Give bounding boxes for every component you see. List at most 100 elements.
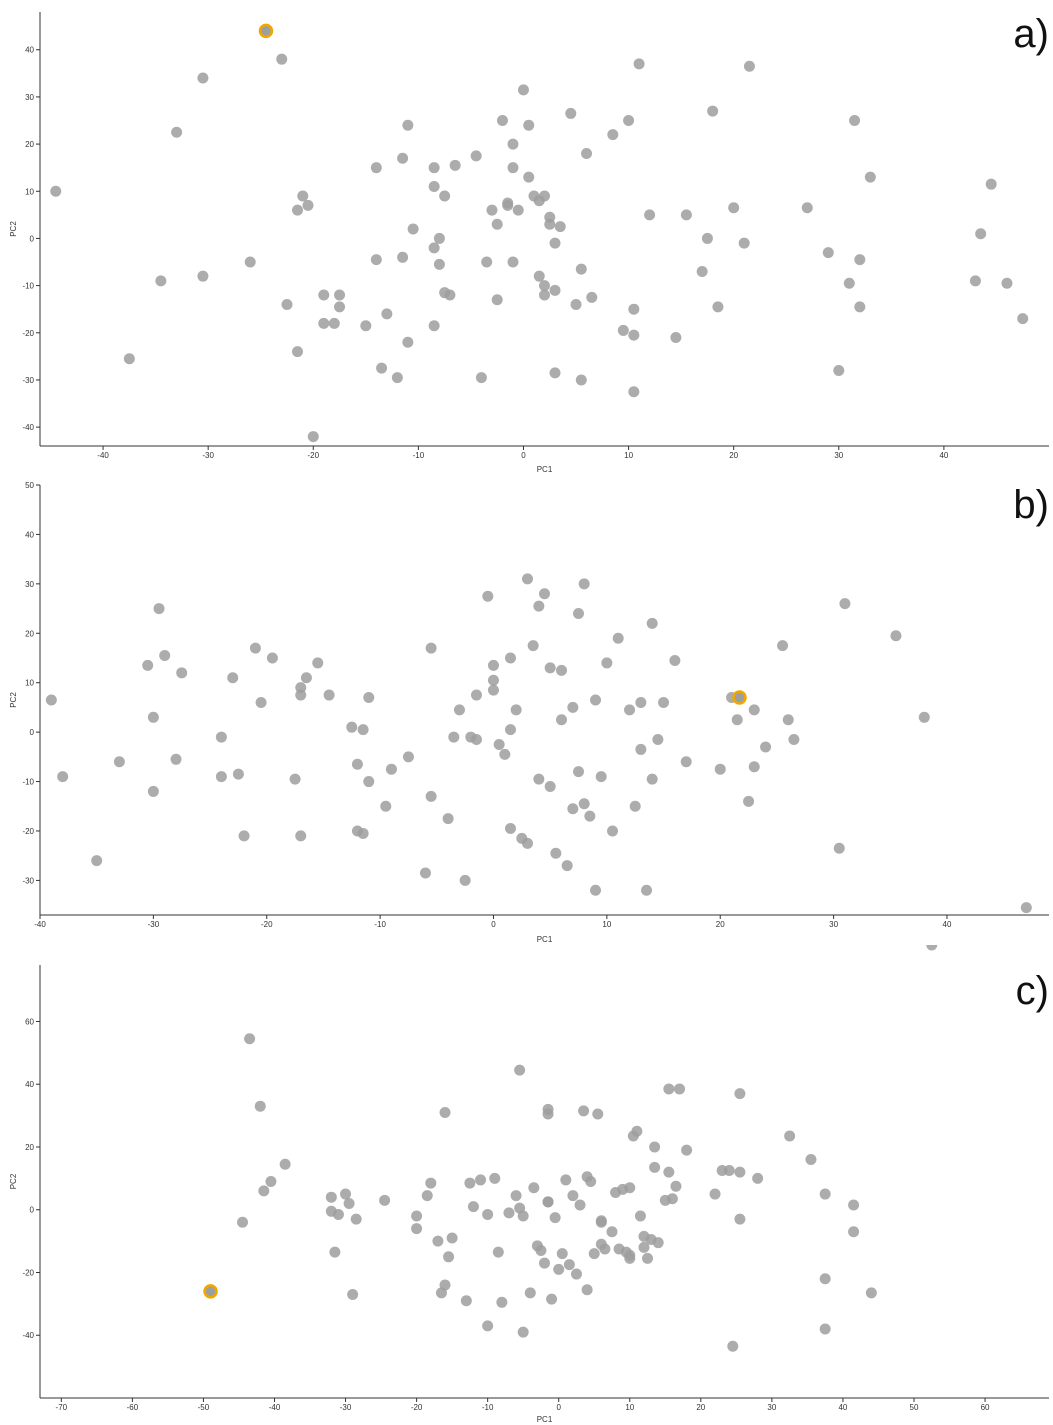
y-tick-label: 30 <box>25 580 34 589</box>
data-point <box>295 830 307 842</box>
data-point <box>784 1130 796 1142</box>
data-point <box>343 1197 355 1209</box>
y-tick-label: 20 <box>25 140 34 149</box>
data-point <box>312 657 324 669</box>
x-tick-label: -50 <box>198 1403 210 1412</box>
data-point <box>370 162 382 174</box>
data-point <box>266 652 278 664</box>
y-tick-label: 20 <box>25 1143 34 1152</box>
data-point <box>496 1296 508 1308</box>
data-point <box>819 1273 831 1285</box>
data-point <box>556 714 568 726</box>
data-point <box>554 221 566 233</box>
scatter-plot-a: -40 -30 -20 -10 0 10 20 30 40 -40 -30 -20 -10 0 10 20 30… <box>9 12 1049 474</box>
data-point <box>279 1158 291 1170</box>
data-point <box>975 228 987 240</box>
data-point <box>380 800 392 812</box>
x-tick-label: -30 <box>202 451 214 460</box>
data-point <box>381 308 393 320</box>
data-point <box>486 204 498 216</box>
data-point <box>459 874 471 886</box>
data-point <box>606 1226 618 1238</box>
y-tick-label: 40 <box>25 530 34 539</box>
data-point <box>439 1279 451 1291</box>
data-point <box>624 704 636 716</box>
x-tick-label: 50 <box>910 1403 919 1412</box>
x-tick-label: -10 <box>482 1403 494 1412</box>
data-point <box>370 254 382 266</box>
data-point <box>433 232 445 244</box>
data-point <box>709 1188 721 1200</box>
data-point <box>777 640 789 652</box>
data-point <box>360 320 372 332</box>
data-point <box>573 766 585 778</box>
data-point <box>302 199 314 211</box>
x-tick-label: 0 <box>521 451 526 460</box>
data-point <box>642 1252 654 1264</box>
data-point <box>542 1196 554 1208</box>
data-point <box>612 632 624 644</box>
data-point <box>481 256 493 268</box>
y-tick-label: 10 <box>25 679 34 688</box>
x-tick-label: 0 <box>556 1403 561 1412</box>
data-point <box>504 724 516 736</box>
data-point <box>517 1326 529 1338</box>
x-tick-label: 30 <box>829 920 838 929</box>
data-point <box>680 756 692 768</box>
data-point <box>499 748 511 760</box>
data-point <box>407 223 419 235</box>
data-point <box>428 181 440 193</box>
y-tick-label: 60 <box>25 1017 34 1026</box>
data-point <box>581 1284 593 1296</box>
data-point <box>573 608 585 620</box>
data-point <box>734 1088 746 1100</box>
data-point <box>646 773 658 785</box>
data-point <box>482 590 494 602</box>
data-point <box>549 1212 561 1224</box>
y-tick-label: 50 <box>25 481 34 490</box>
y-tick-label: -10 <box>22 778 34 787</box>
data-point <box>397 152 409 164</box>
data-point <box>265 1176 277 1187</box>
data-point <box>45 694 57 706</box>
data-point <box>635 743 647 755</box>
data-point <box>714 763 726 775</box>
data-point <box>696 265 708 277</box>
panel-label-b: b) <box>1013 483 1049 527</box>
data-point <box>617 324 629 336</box>
data-point <box>599 1243 611 1255</box>
x-tick-label: 10 <box>602 920 611 929</box>
data-point <box>482 1320 494 1332</box>
data-point <box>822 247 834 259</box>
data-point <box>723 1165 735 1177</box>
x-tick-label: -70 <box>56 1403 68 1412</box>
data-point <box>507 256 519 268</box>
data-point <box>323 689 335 701</box>
data-point <box>707 105 719 117</box>
data-point <box>578 578 590 590</box>
data-point <box>357 827 369 839</box>
data-point <box>504 823 516 835</box>
data-point <box>215 731 227 743</box>
data-point <box>854 301 866 313</box>
data-point <box>731 714 743 726</box>
data-point <box>890 630 902 642</box>
x-tick-label: -20 <box>307 451 319 460</box>
data-point <box>595 1215 607 1227</box>
data-point <box>843 277 855 289</box>
data-point <box>363 692 375 704</box>
data-point <box>539 190 550 202</box>
data-point <box>470 734 482 746</box>
data-point <box>588 1248 600 1260</box>
data-point <box>524 1287 536 1299</box>
data-point <box>578 1105 590 1117</box>
data-point <box>379 1194 391 1206</box>
y-tick-label: 40 <box>25 1080 34 1089</box>
x-tick-label: 20 <box>716 920 725 929</box>
x-tick-label: -20 <box>411 1403 423 1412</box>
data-point <box>833 365 845 377</box>
data-point <box>300 672 312 684</box>
data-point <box>340 1188 352 1200</box>
data-point <box>351 758 363 770</box>
data-point <box>428 162 440 174</box>
